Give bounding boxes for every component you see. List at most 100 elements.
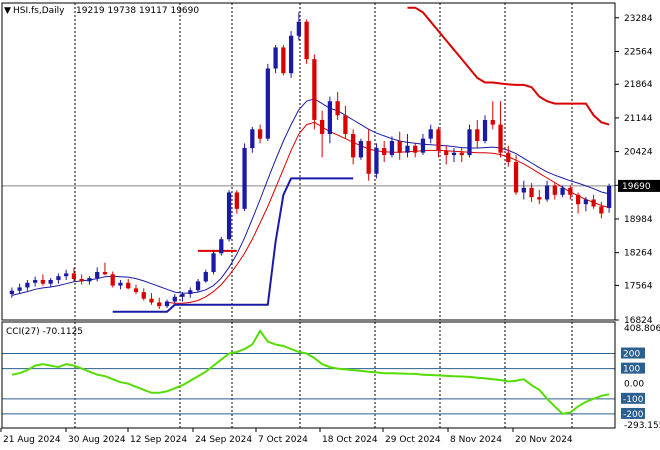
current-price-label: 19690 [622, 182, 651, 192]
candle [343, 105, 348, 139]
candle [413, 143, 418, 158]
candle-body [102, 272, 108, 275]
candle [304, 19, 309, 64]
candle [226, 190, 232, 242]
symbol-label: HSI.fs,Daily [13, 6, 65, 16]
price-tick-label: 21864 [624, 80, 653, 90]
candle [273, 45, 278, 74]
candle-body [195, 281, 201, 291]
candle-body [451, 152, 457, 156]
candle-body [482, 119, 488, 142]
symbol-icon: ▼ [4, 6, 11, 16]
candle-body [110, 274, 115, 286]
candle [529, 183, 534, 202]
candle [25, 279, 30, 291]
cci-level-tag [621, 392, 645, 404]
candle-body [560, 187, 565, 195]
candle-body [40, 279, 46, 284]
cci-series [11, 329, 610, 415]
candle-body [374, 148, 379, 174]
candle [48, 278, 53, 288]
candle-body [219, 239, 224, 254]
cci-tick: -200 [621, 407, 645, 420]
candle-body [552, 185, 557, 195]
candle [490, 101, 495, 130]
candle-body [71, 273, 77, 280]
candle [172, 293, 177, 304]
candle [219, 236, 224, 256]
candle-body [48, 279, 53, 284]
price-tick-label: 23284 [624, 14, 653, 24]
current-price-marker[interactable]: 19690 [618, 179, 660, 192]
candle-body [226, 192, 232, 240]
candle [79, 274, 84, 285]
candle [389, 136, 395, 158]
cci-level-tag [621, 407, 645, 419]
candle [436, 126, 441, 158]
candle-body [180, 293, 185, 297]
candle [537, 190, 542, 205]
candle [64, 269, 69, 280]
candle-body [265, 68, 270, 139]
time-tick-label: 12 Sep 2024 [130, 435, 187, 445]
time-tick-label: 24 Sep 2024 [195, 435, 252, 445]
candle-body [304, 21, 309, 60]
candle-body [79, 279, 84, 282]
candle [133, 284, 139, 294]
ohlc-label: 19219 19738 19117 19690 [76, 6, 199, 16]
candle [56, 273, 61, 284]
candle-body [591, 199, 596, 207]
chart-header: ▼ HSI.fs,Daily 19219 19738 19117 19690 [4, 6, 199, 16]
candle-body [428, 129, 433, 139]
candle [242, 143, 247, 212]
candle-body [343, 115, 348, 134]
candle-body [389, 141, 395, 156]
candle [118, 279, 123, 290]
candle-body [568, 187, 573, 195]
candle [9, 287, 15, 298]
price-tick-label: 20424 [624, 148, 653, 158]
time-tick-label: 20 Nov 2024 [515, 435, 573, 445]
candle [351, 129, 356, 165]
candle [467, 124, 472, 158]
cci-tick-label: 408.8063 [624, 324, 660, 334]
candle-body [599, 206, 604, 214]
candle-body [459, 152, 464, 156]
candle [459, 148, 464, 163]
cci-tick-label: -200 [623, 410, 644, 420]
time-tick-label: 18 Oct 2024 [322, 435, 378, 445]
candle [599, 201, 604, 219]
candle-body [606, 185, 612, 208]
cci-tick: 0.00 [624, 380, 644, 390]
candle [552, 183, 557, 200]
candle [320, 110, 325, 158]
cci-pane-frame [1, 321, 616, 429]
overlay-level_blue [112, 177, 354, 313]
candle [288, 31, 294, 78]
candle [366, 129, 371, 181]
candle [583, 197, 588, 212]
candle [591, 194, 596, 209]
candle [575, 192, 581, 214]
candle-body [405, 145, 410, 153]
cci-tick-label: -100 [623, 395, 644, 405]
price-tick-label: 16824 [624, 316, 653, 326]
cci-tick-label: 100 [623, 365, 640, 375]
candle [17, 283, 22, 294]
pane-frames [1, 2, 616, 429]
candle-body [583, 199, 588, 205]
candle-body [475, 129, 480, 142]
candle-body [335, 101, 340, 116]
candle [382, 141, 387, 163]
candles [9, 12, 612, 309]
candle-body [188, 290, 193, 294]
candle [606, 183, 612, 213]
candle-body [366, 141, 371, 174]
candle-body [327, 101, 333, 134]
candle-body [397, 141, 402, 153]
candle [506, 145, 511, 167]
candle [405, 133, 410, 158]
candle-body [164, 301, 170, 307]
candle-body [312, 59, 317, 120]
candle-body [172, 296, 177, 302]
